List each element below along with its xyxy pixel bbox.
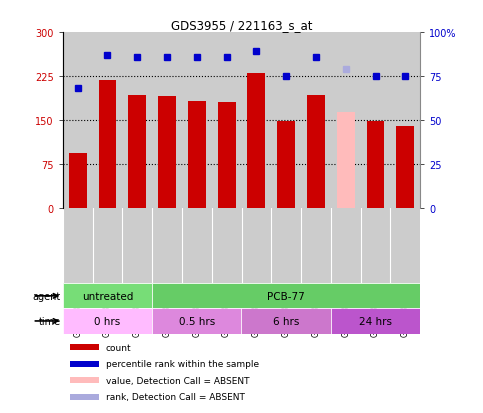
Text: value, Detection Call = ABSENT: value, Detection Call = ABSENT xyxy=(106,376,249,385)
Bar xyxy=(331,309,420,334)
Text: 0.5 hrs: 0.5 hrs xyxy=(179,316,215,326)
Bar xyxy=(63,284,152,309)
Bar xyxy=(158,97,176,209)
Title: GDS3955 / 221163_s_at: GDS3955 / 221163_s_at xyxy=(171,19,312,32)
Bar xyxy=(152,309,242,334)
Bar xyxy=(277,121,295,209)
Text: rank, Detection Call = ABSENT: rank, Detection Call = ABSENT xyxy=(106,392,244,401)
Bar xyxy=(70,394,99,400)
Bar xyxy=(99,81,116,209)
Bar xyxy=(307,95,325,209)
Text: count: count xyxy=(106,343,131,352)
Bar xyxy=(218,102,236,209)
Bar xyxy=(242,309,331,334)
Bar xyxy=(70,344,99,350)
Bar xyxy=(63,309,152,334)
Bar xyxy=(397,126,414,209)
Bar xyxy=(70,361,99,367)
Text: 24 hrs: 24 hrs xyxy=(359,316,392,326)
Bar xyxy=(337,113,355,209)
Text: 0 hrs: 0 hrs xyxy=(94,316,121,326)
Bar xyxy=(188,102,206,209)
Bar xyxy=(247,74,265,209)
Text: PCB-77: PCB-77 xyxy=(267,291,305,301)
Text: time: time xyxy=(39,316,61,326)
Text: agent: agent xyxy=(33,291,61,301)
Text: 6 hrs: 6 hrs xyxy=(273,316,299,326)
Bar xyxy=(70,377,99,383)
Bar xyxy=(128,95,146,209)
Bar xyxy=(69,154,86,209)
Bar xyxy=(367,121,384,209)
Bar xyxy=(152,284,420,309)
Text: untreated: untreated xyxy=(82,291,133,301)
Text: percentile rank within the sample: percentile rank within the sample xyxy=(106,359,259,368)
